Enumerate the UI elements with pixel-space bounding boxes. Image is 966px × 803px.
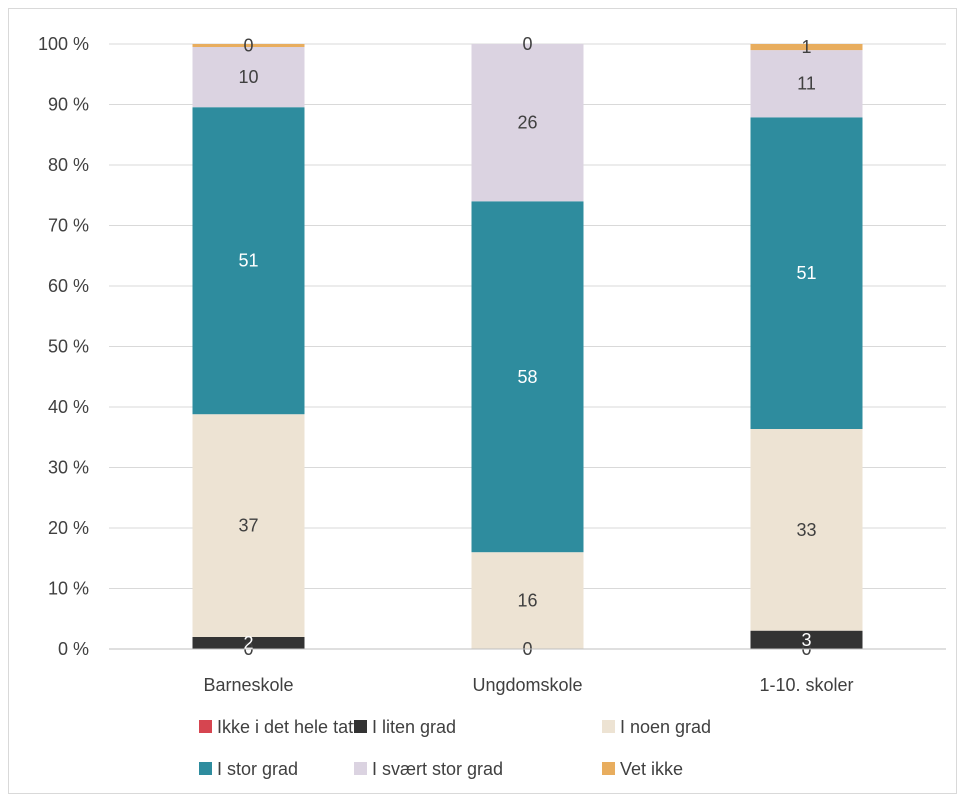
data-label-i-liten-grad: 2	[243, 633, 253, 653]
legend-label: I stor grad	[217, 759, 298, 779]
data-label-i-svært-stor-grad: 26	[517, 113, 537, 133]
bar-segment-i-svært-stor-grad	[192, 47, 305, 108]
bars	[192, 44, 863, 649]
data-label-i-noen-grad: 16	[517, 591, 537, 611]
data-label-i-svært-stor-grad: 11	[797, 74, 816, 94]
legend-label: Ikke i det hele tatt	[217, 717, 358, 737]
bar-segment-i-liten-grad	[192, 636, 305, 649]
bar-segment-i-stor-grad	[471, 201, 584, 553]
y-tick-label: 10 %	[48, 579, 89, 599]
legend-label: Vet ikke	[620, 759, 683, 779]
bar-segment-i-liten-grad	[750, 630, 863, 649]
legend-swatch	[199, 720, 212, 733]
data-label-i-svært-stor-grad: 10	[238, 67, 258, 87]
y-tick-label: 90 %	[48, 95, 89, 115]
y-tick-label: 60 %	[48, 276, 89, 296]
legend-label: I noen grad	[620, 717, 711, 737]
legend-item-i-svært-stor-grad: I svært stor grad	[354, 759, 503, 779]
legend-swatch	[199, 762, 212, 775]
bar-segment-i-stor-grad	[192, 107, 305, 415]
bar-segment-i-noen-grad	[471, 552, 584, 649]
y-tick-label: 30 %	[48, 458, 89, 478]
bar-segment-i-noen-grad	[750, 429, 863, 631]
bar-segment-i-svært-stor-grad	[750, 50, 863, 118]
x-tick-label: Barneskole	[203, 675, 293, 695]
x-axis: Barneskole Ungdomskole 1-10. skoler	[109, 648, 946, 695]
legend-label: I svært stor grad	[372, 759, 503, 779]
y-tick-label: 100 %	[38, 34, 89, 54]
data-label-i-noen-grad: 33	[796, 520, 816, 540]
x-tick-label: Ungdomskole	[472, 675, 582, 695]
bar-segment-i-svært-stor-grad	[471, 44, 584, 202]
data-label-i-stor-grad: 51	[238, 251, 258, 271]
legend-item-ikke-i-det-hele-tatt: Ikke i det hele tatt	[199, 717, 358, 737]
legend-item-i-noen-grad: I noen grad	[602, 717, 711, 737]
y-tick-label: 20 %	[48, 518, 89, 538]
x-tick-label: 1-10. skoler	[759, 675, 853, 695]
bar-segment-vet-ikke	[750, 44, 863, 51]
data-label-i-stor-grad: 51	[796, 263, 816, 283]
data-label-vet-ikke: 0	[243, 36, 253, 56]
legend: Ikke i det hele tatt I liten grad I noen g…	[199, 717, 711, 779]
y-tick-label: 80 %	[48, 155, 89, 175]
data-label-vet-ikke: 1	[801, 37, 811, 57]
stacked-bar-chart: 0 % 10 % 20 % 30 % 40 % 50 % 60 % 70 % 80 % 90 % 1…	[38, 34, 946, 779]
y-tick-label: 0 %	[58, 639, 89, 659]
y-tick-label: 70 %	[48, 216, 89, 236]
data-label-i-stor-grad: 58	[517, 367, 537, 387]
legend-item-i-liten-grad: I liten grad	[354, 717, 456, 737]
y-tick-label: 40 %	[48, 397, 89, 417]
legend-swatch	[354, 762, 367, 775]
legend-item-i-stor-grad: I stor grad	[199, 759, 298, 779]
y-axis: 0 % 10 % 20 % 30 % 40 % 50 % 60 % 70 % 80 % 90 % 1…	[38, 34, 89, 659]
legend-label: I liten grad	[372, 717, 456, 737]
y-tick-label: 50 %	[48, 337, 89, 357]
data-label-vet-ikke: 0	[522, 34, 532, 54]
data-label-i-noen-grad: 37	[238, 516, 258, 536]
chart-frame: 0 % 10 % 20 % 30 % 40 % 50 % 60 % 70 % 80 % 90 % 1…	[8, 8, 957, 794]
legend-swatch	[354, 720, 367, 733]
legend-item-vet-ikke: Vet ikke	[602, 759, 683, 779]
bar-segment-vet-ikke	[192, 44, 305, 48]
data-label-i-liten-grad: 3	[801, 630, 811, 650]
legend-swatch	[602, 720, 615, 733]
legend-swatch	[602, 762, 615, 775]
bar-segment-i-noen-grad	[192, 414, 305, 637]
bar-segment-i-stor-grad	[750, 117, 863, 429]
